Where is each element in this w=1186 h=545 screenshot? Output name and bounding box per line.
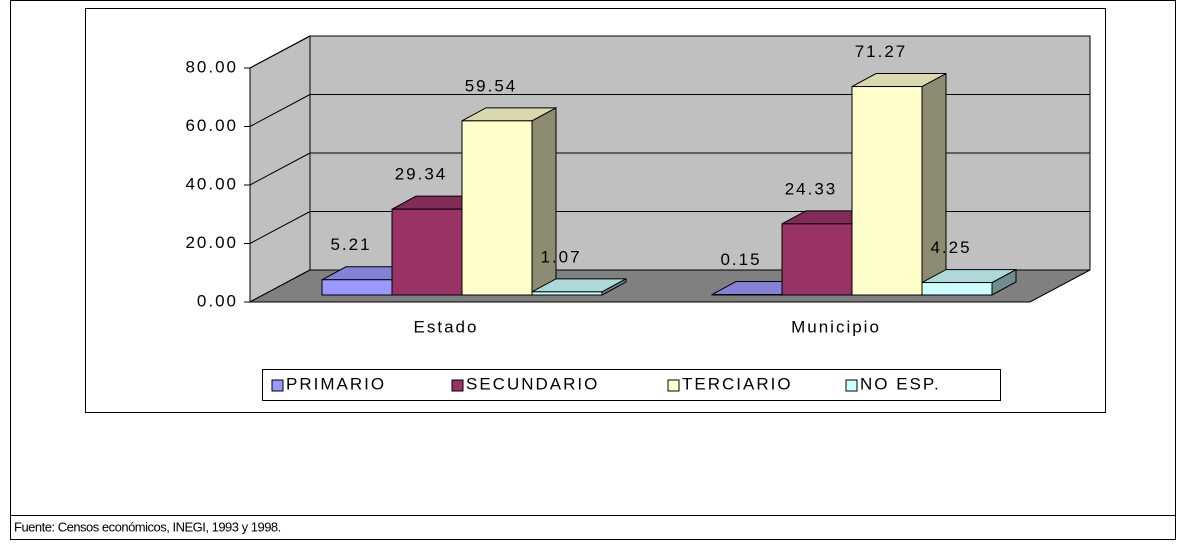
y-tick-label: 80.00 — [185, 57, 238, 76]
data-label: 24.33 — [785, 179, 838, 198]
y-tick-label: 40.00 — [185, 174, 238, 193]
legend-swatch — [452, 380, 463, 391]
data-label: 4.25 — [930, 238, 971, 257]
data-label: 1.07 — [540, 247, 581, 266]
legend-swatch — [846, 380, 857, 391]
legend-label: NO ESP. — [860, 374, 941, 393]
bar-side — [532, 108, 556, 295]
bar — [462, 121, 532, 295]
data-label: 71.27 — [855, 42, 908, 61]
source-note: Fuente: Censos económicos, INEGI, 1993 y… — [14, 519, 281, 534]
data-label: 5.21 — [330, 235, 371, 254]
bar — [392, 209, 462, 295]
bar — [532, 292, 602, 295]
x-tick-label: Municipio — [791, 317, 881, 336]
legend-swatch — [272, 380, 283, 391]
data-label: 29.34 — [395, 165, 448, 184]
bar-side — [922, 74, 946, 295]
bar — [922, 283, 992, 295]
legend-label: PRIMARIO — [286, 374, 386, 393]
bar — [782, 224, 852, 295]
legend-label: SECUNDARIO — [466, 374, 599, 393]
legend-label: TERCIARIO — [682, 374, 793, 393]
legend-swatch — [668, 380, 679, 391]
y-tick-label: 60.00 — [185, 116, 238, 135]
y-tick-label: 0.00 — [197, 291, 238, 310]
data-label: 0.15 — [720, 250, 761, 269]
x-tick-label: Estado — [414, 317, 479, 336]
data-label: 59.54 — [465, 76, 518, 95]
bar — [852, 87, 922, 295]
bar — [322, 280, 392, 295]
y-tick-label: 20.00 — [185, 233, 238, 252]
